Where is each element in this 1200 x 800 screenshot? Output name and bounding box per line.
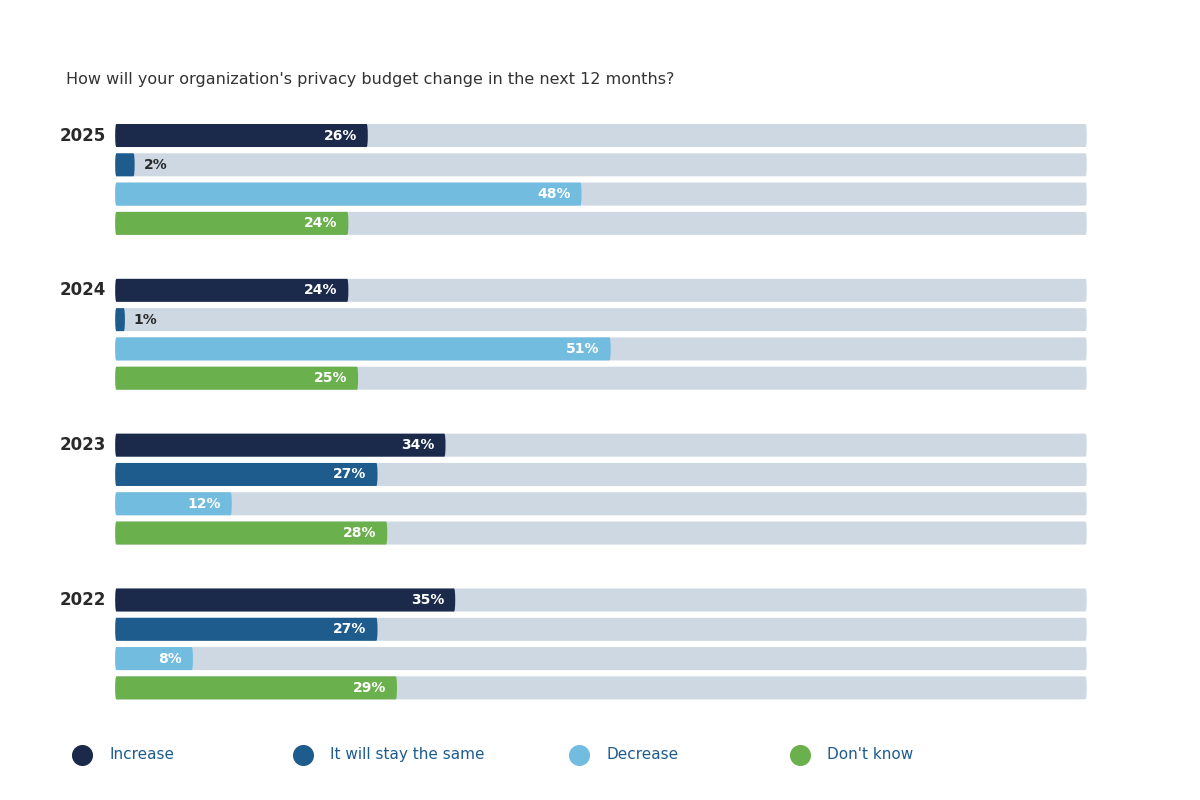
FancyBboxPatch shape (115, 492, 232, 515)
FancyBboxPatch shape (115, 647, 193, 670)
FancyBboxPatch shape (115, 212, 1087, 235)
FancyBboxPatch shape (115, 338, 1087, 361)
Text: 12%: 12% (187, 497, 221, 510)
Text: 24%: 24% (304, 216, 337, 230)
FancyBboxPatch shape (115, 676, 397, 699)
FancyBboxPatch shape (115, 124, 1087, 147)
FancyBboxPatch shape (115, 589, 1087, 611)
Text: 26%: 26% (323, 129, 356, 142)
Text: 51%: 51% (566, 342, 600, 356)
Text: 25%: 25% (313, 371, 347, 386)
Text: 35%: 35% (410, 593, 444, 607)
FancyBboxPatch shape (115, 492, 1087, 515)
FancyBboxPatch shape (115, 676, 1087, 699)
Text: Increase: Increase (109, 747, 175, 762)
Text: 34%: 34% (401, 438, 434, 452)
FancyBboxPatch shape (115, 434, 445, 457)
Text: 2022: 2022 (60, 591, 107, 609)
FancyBboxPatch shape (115, 308, 1087, 331)
FancyBboxPatch shape (115, 618, 378, 641)
FancyBboxPatch shape (115, 647, 1087, 670)
Text: It will stay the same: It will stay the same (330, 747, 485, 762)
FancyBboxPatch shape (115, 589, 455, 611)
FancyBboxPatch shape (115, 522, 388, 545)
FancyBboxPatch shape (115, 618, 1087, 641)
FancyBboxPatch shape (115, 308, 125, 331)
Text: Don't know: Don't know (827, 747, 913, 762)
FancyBboxPatch shape (115, 463, 1087, 486)
Text: 27%: 27% (334, 622, 366, 636)
FancyBboxPatch shape (115, 279, 1087, 302)
FancyBboxPatch shape (115, 154, 1087, 176)
Point (72, 749, 91, 762)
FancyBboxPatch shape (115, 522, 1087, 545)
Text: 2025: 2025 (60, 126, 107, 145)
Text: 29%: 29% (353, 681, 386, 695)
Text: 8%: 8% (158, 651, 182, 666)
Point (293, 749, 312, 762)
FancyBboxPatch shape (115, 279, 348, 302)
FancyBboxPatch shape (115, 434, 1087, 457)
Text: 1%: 1% (133, 313, 157, 326)
Text: 2024: 2024 (60, 282, 107, 299)
FancyBboxPatch shape (115, 124, 367, 147)
Point (790, 749, 809, 762)
FancyBboxPatch shape (115, 182, 582, 206)
FancyBboxPatch shape (115, 212, 348, 235)
Text: 2%: 2% (144, 158, 167, 172)
FancyBboxPatch shape (115, 182, 1087, 206)
Text: Decrease: Decrease (606, 747, 679, 762)
Text: 2023: 2023 (60, 436, 107, 454)
FancyBboxPatch shape (115, 366, 1087, 390)
FancyBboxPatch shape (115, 463, 378, 486)
Text: 28%: 28% (343, 526, 376, 540)
Text: How will your organization's privacy budget change in the next 12 months?: How will your organization's privacy bud… (66, 72, 674, 86)
Text: 27%: 27% (334, 467, 366, 482)
FancyBboxPatch shape (115, 154, 134, 176)
Text: 48%: 48% (536, 187, 570, 201)
Text: 24%: 24% (304, 283, 337, 298)
Point (569, 749, 588, 762)
FancyBboxPatch shape (115, 338, 611, 361)
FancyBboxPatch shape (115, 366, 358, 390)
